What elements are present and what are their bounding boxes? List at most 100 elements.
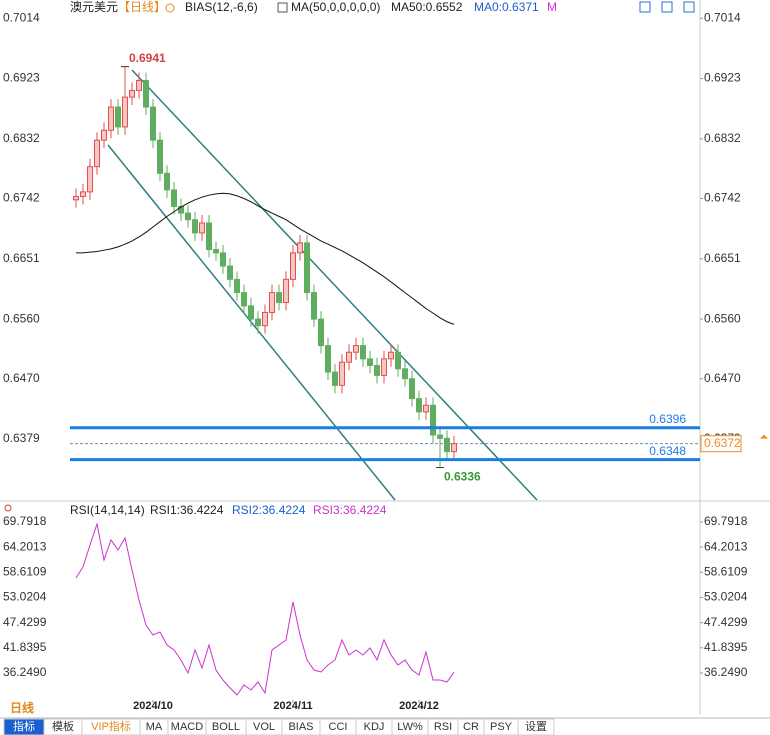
y-tick-label: 41.8395: [704, 640, 748, 654]
candle-body: [437, 434, 443, 439]
tab-label[interactable]: VOL: [253, 721, 275, 733]
candle-body: [346, 351, 352, 363]
y-tick-label: 69.7918: [3, 514, 47, 528]
candle-body: [416, 398, 422, 413]
y-tick-label: 69.7918: [704, 514, 748, 528]
tab-bar: 指标 模板 VIP指标 MA MACD BOLL VOL BIAS CCI KDJ LW% RSI CR…: [3, 718, 555, 735]
y-tick-label: 0.6470: [704, 371, 741, 385]
rsi-title: RSI(14,14,14): [70, 503, 145, 517]
y-tick-label: 0.6832: [3, 131, 40, 145]
candle-body: [80, 191, 86, 198]
candle-body: [94, 139, 100, 168]
candle-body: [157, 139, 163, 174]
candle-body: [87, 166, 93, 193]
candle-body: [381, 358, 387, 376]
y-tick-label: 0.6832: [704, 131, 741, 145]
y-tick-label: 41.8395: [3, 640, 47, 654]
last-price-label: 0.6372: [704, 436, 741, 450]
icon[interactable]: [4, 504, 12, 512]
period[interactable]: 【日线】: [118, 0, 166, 14]
x-tick-label: 2024/11: [273, 700, 312, 712]
icon[interactable]: [661, 1, 673, 13]
y-tick-label: 53.0204: [704, 590, 748, 604]
candle-body: [171, 189, 177, 207]
ma-label: MA(50,0,0,0,0,0): [291, 0, 380, 14]
candle-body: [339, 361, 345, 386]
tab-label[interactable]: BIAS: [288, 721, 313, 733]
tab-label[interactable]: BOLL: [212, 721, 240, 733]
candle-body: [276, 292, 282, 304]
candle-body: [283, 278, 289, 304]
symbol: 澳元美元: [70, 0, 118, 14]
y-tick-label: 0.6470: [3, 371, 40, 385]
y-tick-label: 64.2013: [704, 539, 748, 553]
tab-label[interactable]: CCI: [329, 721, 348, 733]
tab-label[interactable]: MACD: [171, 721, 203, 733]
y-tick-label: 47.4299: [3, 615, 47, 629]
candle-body: [269, 292, 275, 313]
legend-entry: RSI1:36.4224: [150, 503, 224, 517]
period-button-label[interactable]: 日线: [10, 700, 34, 715]
y-tick-label: 0.6923: [704, 71, 741, 85]
candle-body: [311, 292, 317, 320]
tab-label[interactable]: MA: [146, 721, 163, 733]
candle-body: [395, 351, 401, 370]
candle-body: [332, 371, 338, 386]
candle-body: [318, 318, 324, 347]
tab-label[interactable]: KDJ: [364, 721, 385, 733]
ma0-label: MA0:0.6371: [474, 0, 539, 14]
x-tick-label: 2024/10: [133, 700, 173, 712]
candle-body: [192, 219, 198, 234]
legend-entry: RSI3:36.4224: [313, 503, 387, 517]
icon[interactable]: [639, 1, 651, 13]
y-tick-label: 0.6560: [3, 311, 40, 325]
y-tick-label: 47.4299: [704, 615, 748, 629]
icon[interactable]: [277, 2, 288, 13]
tab-label[interactable]: VIP指标: [91, 719, 131, 733]
candle-body: [262, 311, 268, 327]
ma-line: [76, 192, 455, 325]
candle-body: [444, 437, 450, 453]
candle-body: [213, 249, 219, 254]
candle-body: [360, 345, 366, 360]
icon[interactable]: [683, 1, 695, 13]
tab-label[interactable]: CR: [463, 721, 479, 733]
candle-body: [367, 358, 373, 366]
last-price-arrow: [760, 434, 768, 439]
candle-body: [290, 252, 296, 280]
candle-body: [164, 172, 170, 191]
min-label: 0.6336: [444, 470, 481, 484]
candle-body: [248, 305, 254, 320]
candle-body: [185, 212, 191, 221]
candle-body: [423, 404, 429, 413]
y-tick-label: 0.7014: [704, 10, 741, 24]
candle-body: [255, 318, 261, 327]
y-tick-label: 36.2490: [3, 665, 47, 679]
x-tick-label: 2024/12: [399, 700, 439, 712]
candle-body: [178, 205, 184, 214]
candle-body: [73, 196, 79, 201]
candle-body: [402, 368, 408, 380]
y-tick-label: 0.7014: [3, 10, 40, 24]
icon[interactable]: [165, 3, 175, 13]
y-tick-label: 58.6109: [3, 564, 47, 578]
candle-body: [430, 404, 436, 436]
m-label: M: [547, 0, 557, 14]
last-price-box: [700, 435, 742, 453]
candle-body: [108, 106, 114, 131]
candle-body: [374, 364, 380, 376]
tab-label[interactable]: 设置: [525, 720, 547, 733]
period-button[interactable]: [0, 701, 44, 717]
tab-label[interactable]: PSY: [490, 721, 513, 733]
tab-label[interactable]: RSI: [434, 721, 452, 733]
tab-label[interactable]: 模板: [52, 719, 74, 733]
y-tick-label: 0.6742: [704, 191, 741, 205]
candle-body: [101, 129, 107, 141]
candle-body: [115, 106, 121, 128]
tab-label[interactable]: LW%: [397, 721, 423, 733]
horizontal-line-label: 0.6348: [649, 444, 686, 458]
tab[interactable]: [517, 718, 555, 735]
tab-label[interactable]: 指标: [13, 719, 35, 733]
candle-body: [304, 242, 310, 294]
